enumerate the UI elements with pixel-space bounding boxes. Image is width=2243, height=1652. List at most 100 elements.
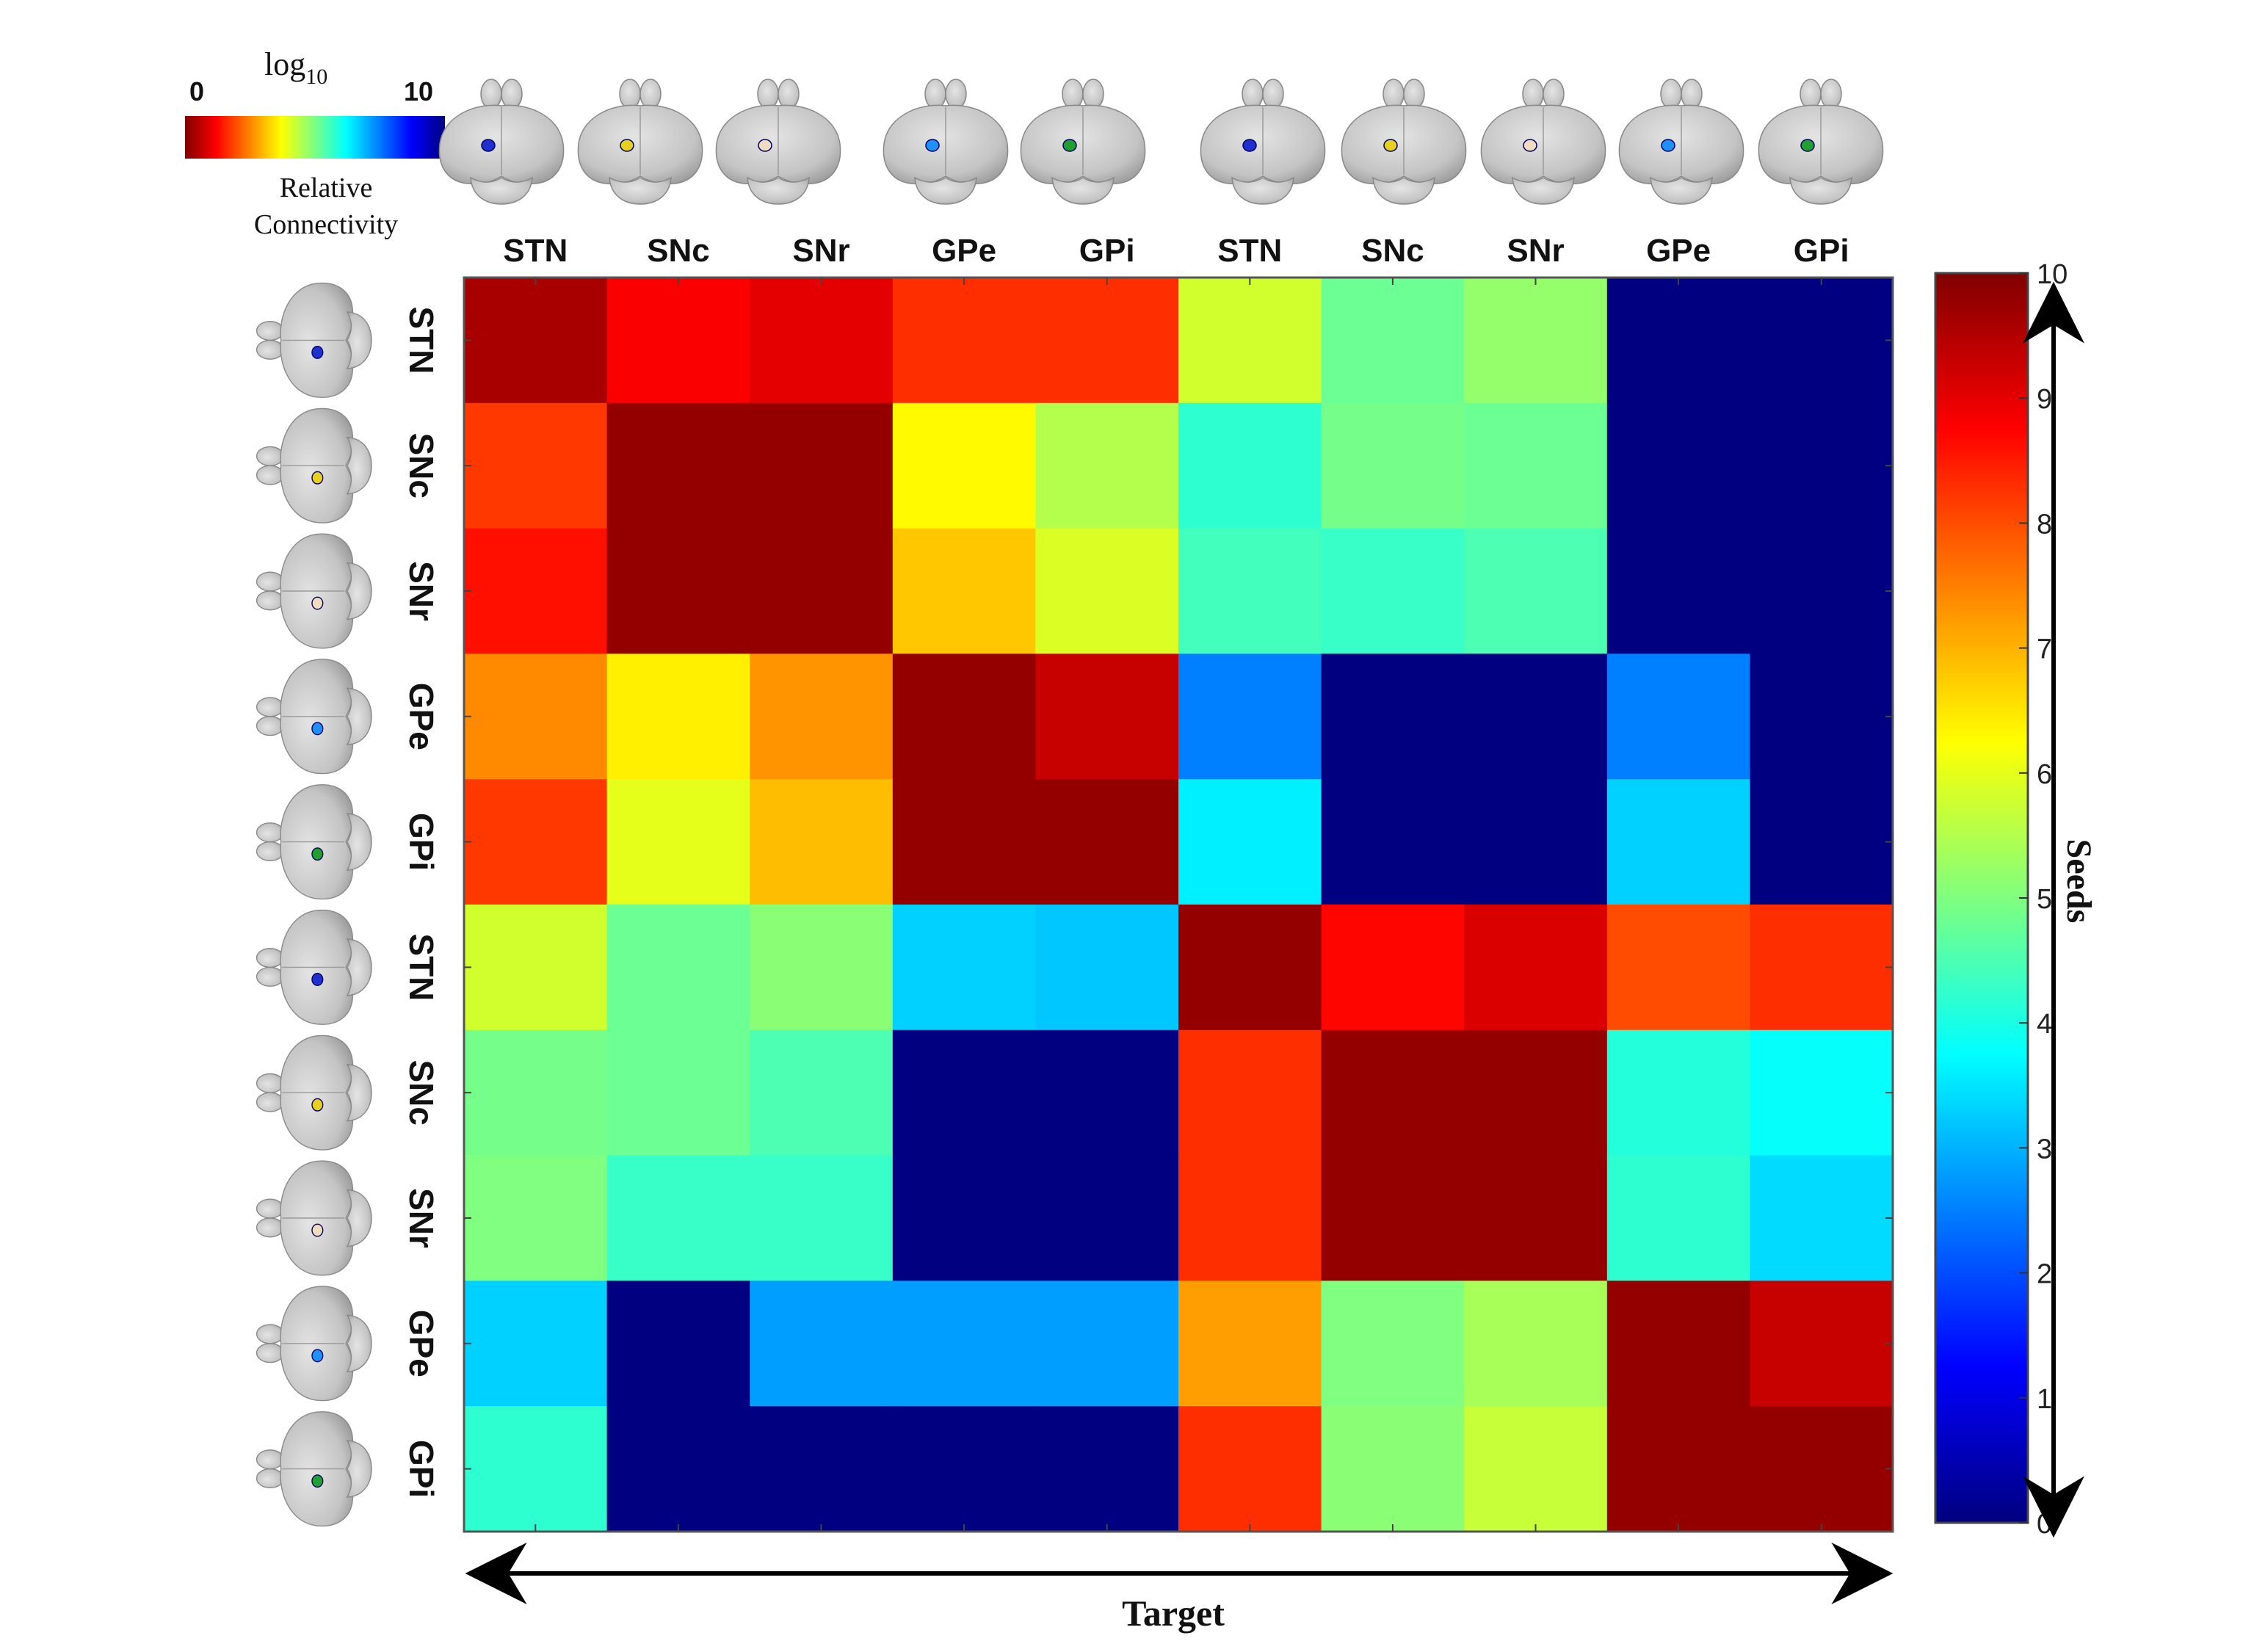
heatmap-cell-r4-c7: [1464, 779, 1608, 905]
heatmap-cell-r3-c3: [892, 653, 1036, 780]
heatmap-cell-r6-c0: [464, 1029, 608, 1156]
heatmap-cell-r8-c0: [464, 1280, 608, 1407]
heatmap-cell-r6-c5: [1178, 1029, 1322, 1156]
x-tick-label-8: GPe: [1646, 233, 1711, 269]
top-brain-3-region: [925, 139, 940, 152]
heatmap-cell-r2-c7: [1464, 528, 1608, 654]
left-brain-9-region: [311, 1474, 324, 1488]
top-brain-1: [577, 79, 703, 205]
y-tick-label-4: GPi: [402, 813, 441, 871]
left-brain-4-region: [311, 847, 324, 861]
top-brain-8: [1618, 79, 1744, 205]
heatmap-cell-r9-c5: [1178, 1406, 1322, 1532]
heatmap-cell-r1-c4: [1035, 402, 1179, 529]
colorbar-tick-label-8: 8: [2037, 509, 2052, 540]
legend-gradient-bar: [185, 116, 445, 159]
y-tick-label-2: SNr: [402, 561, 441, 621]
heatmap-cell-r5-c4: [1035, 905, 1179, 1031]
left-brain-7: [256, 1160, 372, 1276]
heatmap-cell-r0-c2: [750, 278, 894, 404]
x-tick-label-6: SNc: [1361, 233, 1424, 269]
heatmap-cell-r3-c1: [606, 653, 750, 780]
left-brain-7-region: [311, 1223, 324, 1237]
heatmap-cell-r2-c6: [1321, 528, 1465, 654]
heatmap-cell-r6-c2: [750, 1029, 894, 1156]
top-brain-5: [1200, 79, 1326, 205]
heatmap-cell-r1-c3: [892, 402, 1036, 529]
top-brain-0: [438, 79, 565, 205]
heatmap-cell-r5-c7: [1464, 905, 1608, 1031]
heatmap-cell-r8-c7: [1464, 1280, 1608, 1407]
heatmap-cell-r7-c8: [1606, 1155, 1750, 1281]
left-brain-2: [256, 533, 372, 649]
x-tick-label-1: SNc: [647, 233, 710, 269]
heatmap-cell-r6-c4: [1035, 1029, 1179, 1156]
heatmap-cell-r8-c8: [1606, 1280, 1750, 1407]
heatmap-cell-r1-c0: [464, 402, 608, 529]
left-brain-8-region: [311, 1349, 324, 1363]
top-brain-2: [715, 79, 841, 205]
heatmap-cell-r3-c6: [1321, 653, 1465, 780]
heatmap-cell-r6-c6: [1321, 1029, 1465, 1156]
heatmap-cell-r0-c6: [1321, 278, 1465, 404]
legend-caption-line2: Connectivity: [254, 209, 398, 240]
heatmap-cell-r9-c3: [892, 1406, 1036, 1532]
heatmap-cell-r3-c2: [750, 653, 894, 780]
heatmap-cell-r7-c4: [1035, 1155, 1179, 1281]
heatmap-cell-r1-c7: [1464, 402, 1608, 529]
top-brain-4: [1020, 79, 1146, 205]
heatmap-cell-r2-c2: [750, 528, 894, 654]
colorbar-tick-label-7: 7: [2037, 634, 2052, 665]
heatmap-cell-r2-c9: [1750, 528, 1894, 654]
heatmap-cell-r3-c8: [1606, 653, 1750, 780]
legend-max-label: 10: [404, 76, 433, 106]
legend-title-subscript: 10: [305, 65, 327, 89]
heatmap-cell-r2-c1: [606, 528, 750, 654]
colorbar-tick-label-2: 2: [2037, 1259, 2052, 1290]
y-tick-label-9: GPi: [402, 1440, 441, 1498]
heatmap-cell-r7-c6: [1321, 1155, 1465, 1281]
heatmap-cell-r4-c4: [1035, 779, 1179, 905]
top-brain-6: [1341, 79, 1467, 205]
heatmap-axis-ticks: [464, 278, 1893, 1532]
heatmap-cell-r8-c1: [606, 1280, 750, 1407]
x-tick-label-3: GPe: [932, 233, 996, 269]
heatmap-cell-r4-c3: [892, 779, 1036, 905]
heatmap-cell-r4-c9: [1750, 779, 1894, 905]
heatmap-cell-r1-c9: [1750, 402, 1894, 529]
x-tick-label-5: STN: [1217, 233, 1282, 269]
legend-caption-line1: Relative: [280, 173, 373, 203]
heatmap-cell-r0-c0: [464, 278, 608, 404]
left-brain-6: [256, 1035, 372, 1151]
heatmap-cell-r1-c2: [750, 402, 894, 529]
colorbar-tick-label-10: 10: [2037, 259, 2068, 290]
top-brain-7: [1480, 79, 1606, 205]
left-brain-1-region: [311, 471, 324, 485]
top-brain-5-region: [1242, 139, 1257, 152]
heatmap-cell-r9-c8: [1606, 1406, 1750, 1532]
heatmap-cell-r7-c5: [1178, 1155, 1322, 1281]
left-brain-9: [256, 1411, 372, 1527]
heatmap-cell-r1-c5: [1178, 402, 1322, 529]
top-brain-7-region: [1523, 139, 1537, 152]
top-brain-2-region: [758, 139, 772, 152]
heatmap-cell-r2-c3: [892, 528, 1036, 654]
heatmap-cell-r0-c5: [1178, 278, 1322, 404]
y-tick-label-6: SNc: [402, 1059, 441, 1125]
heatmap-cell-r7-c7: [1464, 1155, 1608, 1281]
heatmap-cell-r4-c1: [606, 779, 750, 905]
heatmap-cell-r2-c8: [1606, 528, 1750, 654]
left-brain-3: [256, 659, 372, 775]
heatmap-cell-r9-c7: [1464, 1406, 1608, 1532]
left-brain-1: [256, 407, 372, 524]
target-label: Target: [1122, 1593, 1225, 1634]
heatmap-cell-r8-c5: [1178, 1280, 1322, 1407]
colorbar-tick-label-4: 4: [2037, 1009, 2052, 1040]
x-tick-label-9: GPi: [1794, 233, 1849, 269]
heatmap-cell-r3-c9: [1750, 653, 1894, 780]
left-brain-2-region: [311, 596, 324, 610]
heatmap-cell-r4-c5: [1178, 779, 1322, 905]
heatmap-cell-r4-c8: [1606, 779, 1750, 905]
legend-title: log10: [264, 46, 327, 89]
top-brain-0-region: [481, 139, 496, 152]
